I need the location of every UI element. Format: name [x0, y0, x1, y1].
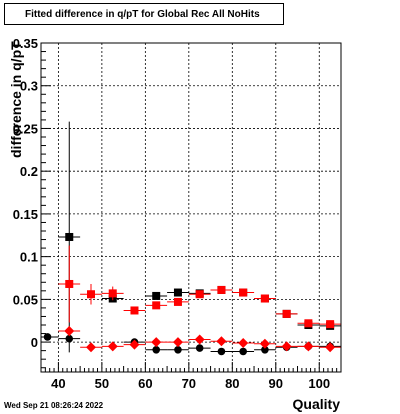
data-marks [41, 121, 341, 356]
axis-ticks: 40 50 60 70 80 90 100 0 0.05 0.1 0.15 0.2 0.25 0.3 0.3… [13, 36, 342, 391]
diamond-marker [281, 341, 292, 352]
square-marker [217, 285, 226, 294]
x-tick-label: 60 [138, 376, 152, 391]
circle-marker [217, 347, 226, 356]
square-marker [130, 306, 139, 315]
x-tick-label: 80 [225, 376, 239, 391]
y-tick-label: 0.25 [13, 121, 38, 136]
x-tick-label: 90 [269, 376, 283, 391]
y-axis-label: difference in q/pT [8, 41, 24, 158]
circle-marker [261, 345, 269, 354]
circle-marker [43, 333, 52, 341]
diamond-marker [259, 338, 270, 349]
square-marker [173, 297, 182, 306]
diamond-marker [325, 342, 336, 353]
y-tick-label: 0.1 [20, 250, 38, 265]
square-marker [195, 290, 204, 299]
square-marker [326, 320, 335, 329]
y-tick-label: 0.05 [13, 292, 38, 307]
diamond-marker [151, 337, 162, 348]
diamond-marker [194, 334, 205, 345]
x-tick-label: 50 [95, 376, 109, 391]
y-tick-label: 0.2 [20, 164, 38, 179]
square-marker [304, 319, 313, 328]
square-marker [152, 291, 161, 300]
diamond-marker [64, 325, 75, 336]
y-tick-label: 0.35 [13, 36, 38, 51]
y-tick-label: 0.3 [20, 79, 38, 94]
diamond-marker [238, 337, 249, 348]
circle-marker [239, 347, 247, 356]
y-tick-label: 0.15 [13, 207, 38, 222]
diamond-marker [303, 341, 314, 352]
x-tick-label: 70 [182, 376, 196, 391]
square-marker [87, 290, 95, 299]
diamond-marker [129, 339, 140, 350]
diamond-marker [107, 341, 118, 352]
square-marker [239, 288, 248, 297]
square-marker [173, 288, 182, 297]
square-marker [108, 289, 117, 298]
circle-marker [195, 344, 204, 352]
diamond-marker [216, 336, 227, 347]
diamond-marker [172, 337, 183, 348]
grid-lines [41, 42, 341, 372]
x-tick-label: 40 [51, 376, 65, 391]
x-axis-label: Quality [292, 396, 340, 412]
timestamp: Wed Sep 21 08:26:24 2022 [4, 401, 104, 410]
circle-marker [65, 334, 74, 343]
circle-marker [152, 345, 161, 354]
plot-frame [40, 42, 342, 373]
x-tick-label: 100 [308, 376, 330, 391]
circle-marker [174, 345, 182, 354]
square-marker [65, 232, 74, 241]
diamond-marker [86, 342, 96, 353]
square-marker [65, 279, 74, 288]
chart-title: Fitted difference in q/pT for Global Rec… [4, 3, 284, 25]
y-tick-label: 0 [31, 335, 38, 350]
square-marker [152, 301, 161, 310]
square-marker [260, 294, 269, 303]
square-marker [282, 309, 291, 318]
